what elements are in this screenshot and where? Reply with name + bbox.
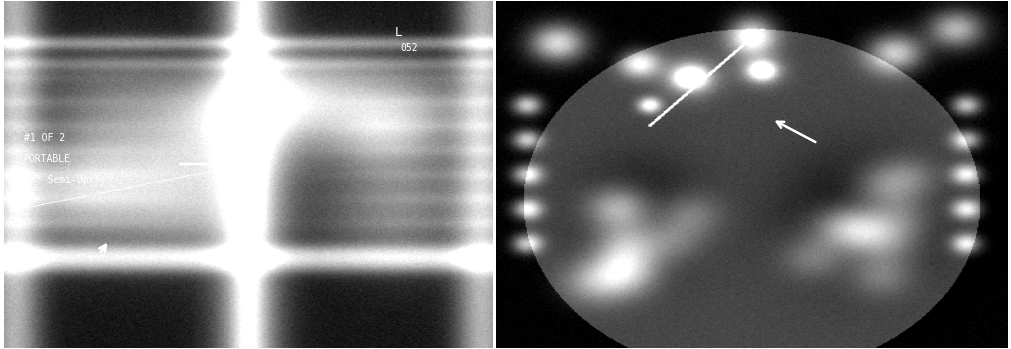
Text: 052: 052: [400, 43, 418, 53]
Text: L: L: [395, 25, 402, 39]
Text: 15° Semi-Upr: 15° Semi-Upr: [23, 174, 94, 185]
Text: #1 OF 2: #1 OF 2: [23, 133, 65, 143]
Text: PORTABLE: PORTABLE: [23, 154, 71, 164]
